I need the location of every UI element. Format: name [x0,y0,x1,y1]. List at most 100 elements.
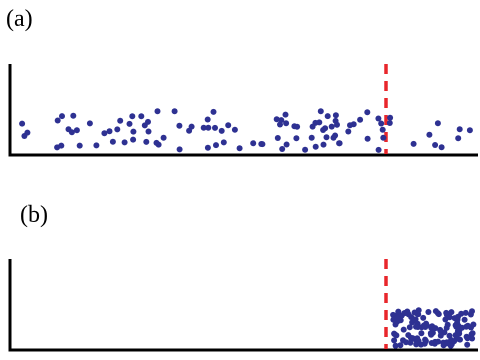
particle [422,336,429,343]
particle [171,108,178,115]
particle [121,139,128,146]
particle [467,311,474,318]
particle [345,128,352,135]
particle [332,112,339,119]
particle [225,122,232,129]
particle [456,327,463,334]
particle [334,121,340,128]
particle [437,327,444,334]
particle [324,113,331,120]
particle [130,136,137,143]
particle [274,135,281,141]
particle [390,311,397,318]
particle [126,120,133,127]
particle [418,330,425,337]
particle [317,108,324,115]
particle [143,138,150,145]
particle [347,122,353,129]
particle [336,140,343,147]
particle [160,134,167,141]
particle [316,119,323,126]
particle [420,322,427,329]
particle [437,332,444,339]
particle [427,330,434,337]
particle [468,324,474,331]
panel-label: (b) [20,202,48,228]
particle [323,134,330,141]
particle [469,330,476,337]
particle [138,113,145,120]
particle [392,342,399,349]
particle [302,146,309,153]
particle [364,135,371,142]
particle [432,142,439,148]
particle [375,146,382,153]
particle [200,124,207,131]
particle [448,309,455,316]
particle [410,140,417,147]
particle [328,123,335,130]
particle [426,131,433,138]
particle [283,120,290,127]
particle [393,332,400,339]
particle [435,338,442,345]
particle [145,118,151,125]
particle [109,138,116,145]
particle [386,120,393,126]
particle [380,134,387,141]
particle [364,109,371,116]
particle [117,117,124,124]
particle [407,334,414,341]
particle [418,341,424,348]
particle [114,126,121,133]
particle [332,132,339,139]
particle [73,127,80,134]
particle [455,313,461,320]
particle [451,338,458,345]
particle [411,316,418,323]
particle [454,319,461,326]
particle [130,128,137,135]
particle [411,309,418,316]
particle [188,123,195,130]
particle [70,112,77,119]
particle [469,335,476,342]
particle [413,323,419,330]
particle [93,142,100,149]
particle [21,133,28,139]
particle [153,139,160,146]
particle [395,308,402,315]
particle [250,140,257,147]
particle [212,124,218,131]
particle [277,121,283,128]
particle [283,141,290,148]
particle [394,315,401,322]
particle [282,111,289,118]
particle [58,142,65,149]
particle [309,123,316,130]
particles [390,307,477,349]
particle [259,141,266,148]
particle [400,326,407,333]
particle [176,122,183,129]
particle [210,108,217,115]
particle [218,127,225,134]
particles [19,108,473,153]
particle [440,342,447,349]
particle [231,126,238,133]
particle [357,116,364,123]
particle [205,124,212,131]
particle [425,309,432,315]
particle [397,342,404,349]
particle [379,126,386,133]
box-a [8,64,478,157]
particle [86,120,93,127]
particle [444,321,451,328]
particle [76,142,83,149]
particle [220,139,227,146]
particle [293,135,300,142]
particle [68,129,75,136]
particle [106,128,113,135]
particle [101,130,108,137]
